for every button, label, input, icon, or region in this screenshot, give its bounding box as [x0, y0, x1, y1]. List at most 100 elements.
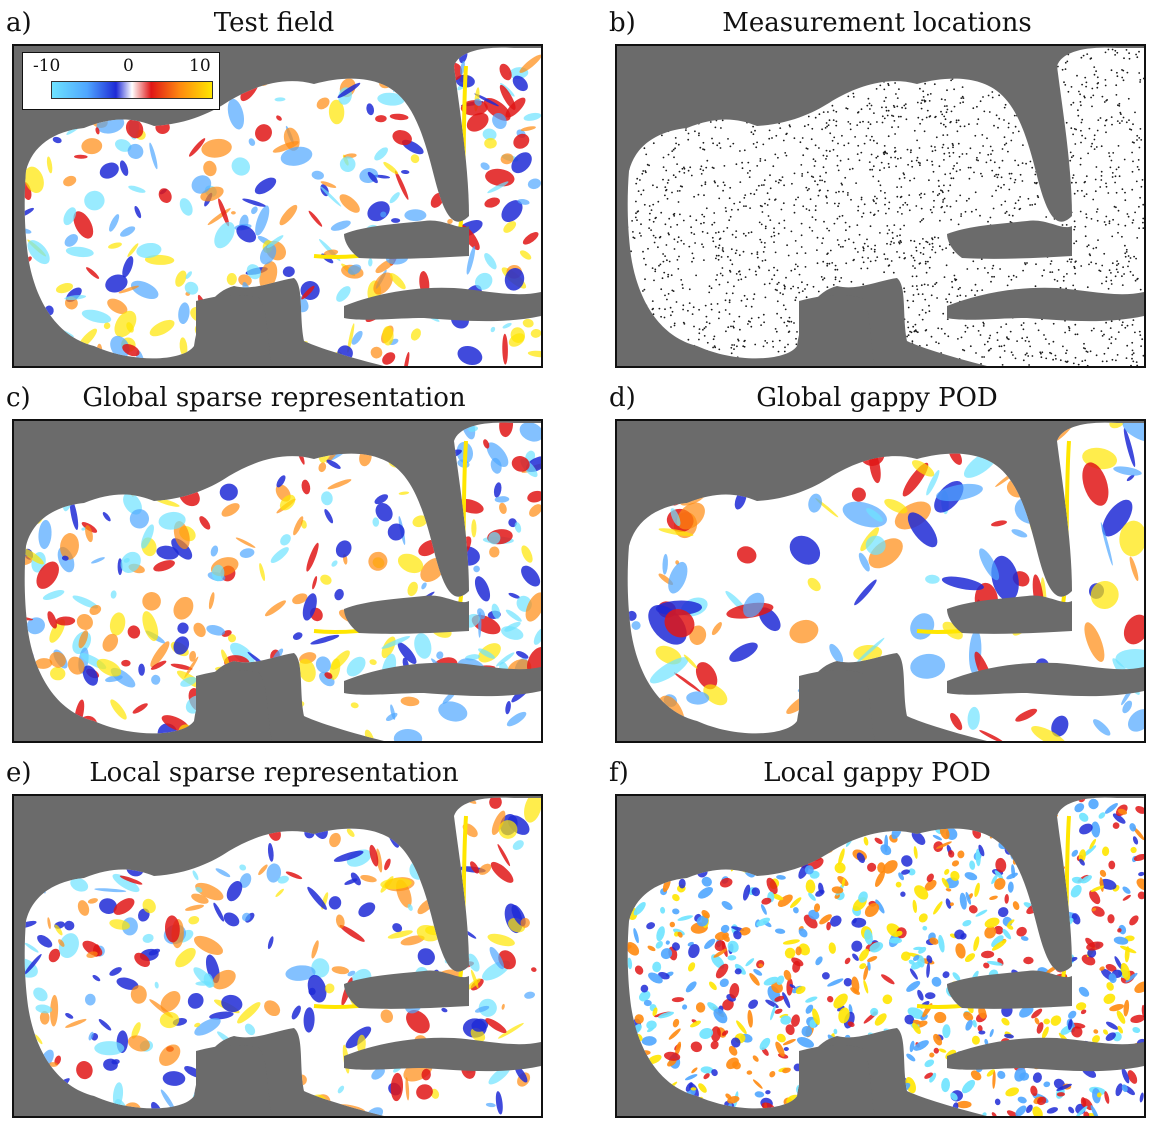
field-blob — [997, 1070, 1006, 1079]
measurement-point — [849, 123, 852, 125]
field-blob — [525, 592, 541, 622]
measurement-point — [644, 278, 646, 281]
measurement-point — [961, 86, 964, 88]
measurement-point — [920, 192, 923, 195]
measurement-point — [1118, 175, 1121, 178]
measurement-point — [911, 340, 914, 343]
field-blob — [490, 861, 514, 883]
measurement-point — [653, 279, 655, 282]
field-blob — [633, 902, 646, 916]
field-blob — [159, 1044, 181, 1066]
field-blob — [385, 712, 398, 722]
measurement-point — [999, 268, 1001, 270]
measurement-point — [743, 294, 746, 297]
field-blob — [1114, 956, 1123, 970]
measurement-point — [952, 146, 954, 149]
field-blob — [88, 1031, 94, 1041]
field-blob — [65, 1013, 74, 1019]
cuba-land — [947, 1037, 1144, 1072]
measurement-point — [664, 308, 666, 311]
measurement-point — [1132, 123, 1134, 126]
field-blob — [978, 1006, 987, 1019]
measurement-point — [947, 147, 949, 149]
measurement-point — [749, 169, 751, 172]
field-blob — [867, 862, 877, 872]
measurement-point — [1129, 270, 1132, 273]
field-blob — [1015, 708, 1038, 722]
measurement-point — [823, 220, 825, 223]
measurement-point — [737, 338, 739, 341]
measurement-point — [801, 137, 804, 139]
field-blob — [827, 978, 844, 987]
measurement-point — [944, 173, 947, 176]
measurement-point — [1074, 333, 1077, 336]
measurement-point — [1027, 197, 1030, 200]
measurement-point — [929, 256, 932, 259]
field-blob — [1141, 1004, 1144, 1018]
measurement-point — [816, 262, 819, 265]
measurement-point — [664, 255, 666, 257]
measurement-locations-map — [617, 46, 1144, 366]
measurement-point — [834, 264, 837, 267]
measurement-point — [964, 324, 967, 327]
measurement-point — [1109, 327, 1112, 329]
field-blob — [149, 319, 175, 337]
measurement-point — [825, 122, 828, 124]
field-blob — [251, 206, 258, 215]
measurement-point — [962, 101, 964, 104]
measurement-point — [883, 145, 886, 147]
measurement-point — [764, 296, 767, 299]
field-blob — [499, 63, 512, 81]
field-blob — [1075, 1002, 1087, 1011]
measurement-point — [1036, 181, 1038, 184]
field-blob — [766, 877, 778, 895]
measurement-point — [955, 170, 958, 173]
field-blob — [48, 948, 61, 963]
measurement-point — [973, 171, 975, 174]
measurement-point — [1095, 246, 1098, 249]
measurement-point — [698, 332, 701, 335]
measurement-point — [744, 276, 747, 278]
measurement-point — [835, 124, 838, 127]
measurement-point — [873, 112, 875, 114]
field-blob — [1079, 858, 1085, 866]
measurement-point — [1067, 90, 1070, 93]
field-blob — [177, 622, 189, 634]
measurement-point — [813, 165, 816, 167]
field-blob — [380, 211, 387, 218]
field-blob — [789, 535, 821, 565]
measurement-point — [900, 241, 902, 244]
measurement-point — [875, 156, 878, 159]
measurement-point — [729, 215, 732, 218]
measurement-point — [738, 254, 741, 257]
measurement-point — [644, 263, 647, 266]
field-blob — [889, 937, 902, 944]
field-blob — [1128, 709, 1144, 732]
measurement-point — [759, 238, 762, 241]
measurement-point — [948, 293, 951, 296]
field-blob — [949, 902, 954, 907]
measurement-point — [748, 268, 751, 271]
field-blob — [46, 156, 53, 174]
measurement-point — [687, 338, 690, 341]
measurement-point — [826, 253, 828, 256]
field-blob — [126, 322, 134, 333]
measurement-point — [837, 169, 840, 172]
field-blob — [671, 997, 685, 1003]
field-blob — [219, 483, 238, 501]
measurement-point — [1121, 235, 1123, 238]
measurement-point — [1131, 353, 1134, 356]
measurement-point — [931, 242, 934, 245]
measurement-point — [1034, 173, 1037, 176]
measurement-point — [901, 106, 903, 109]
field-blob — [264, 1000, 281, 1017]
panel-d: Global gappy POD d) — [603, 375, 1151, 750]
measurement-point — [907, 163, 909, 166]
field-blob — [746, 1070, 753, 1075]
measurement-point — [1083, 181, 1086, 184]
measurement-point — [777, 281, 780, 284]
map-frame — [615, 419, 1146, 743]
measurement-point — [678, 190, 681, 192]
measurement-point — [860, 108, 863, 111]
measurement-point — [892, 115, 895, 117]
